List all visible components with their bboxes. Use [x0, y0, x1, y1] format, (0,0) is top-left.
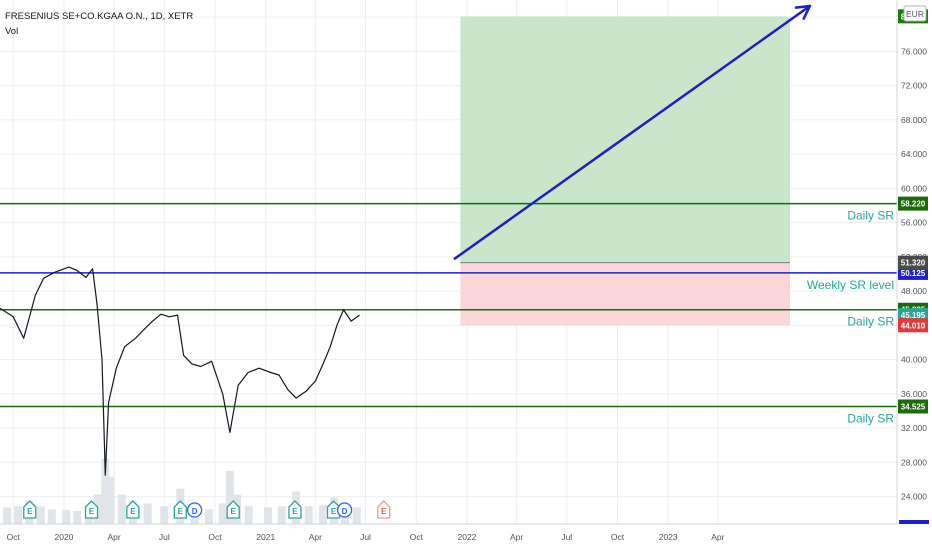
price-tag — [898, 318, 928, 333]
upcoming-earnings-marker[interactable] — [377, 500, 391, 519]
time-tick-label: Apr — [108, 532, 121, 542]
earnings-marker[interactable] — [126, 500, 140, 519]
price-tag-label: 58.220 — [901, 200, 926, 209]
earnings-marker[interactable] — [288, 500, 302, 519]
price-tag — [898, 255, 928, 270]
volume-bar — [14, 506, 23, 524]
price-tick-label: 68.000 — [901, 115, 927, 125]
time-tick-label: Oct — [7, 532, 21, 542]
price-tick-label: 36.000 — [901, 389, 927, 399]
event-marker-label: E — [381, 507, 387, 516]
currency-label: EUR — [906, 9, 924, 19]
time-tick-label: Jul — [159, 532, 170, 542]
price-tick-label: 32.000 — [901, 423, 927, 433]
event-marker-label: E — [178, 507, 184, 516]
dividend-marker[interactable] — [336, 502, 353, 518]
price-tick-label: 40.000 — [901, 355, 927, 365]
price-tag-label: 44.010 — [901, 321, 926, 330]
price-tick-label: 48.000 — [901, 286, 927, 296]
event-marker-label: E — [27, 507, 33, 516]
volume-bar — [218, 503, 227, 524]
time-tick-label: Jul — [561, 532, 572, 542]
price-tick-label: 28.000 — [901, 457, 927, 467]
position-zones — [460, 16, 791, 326]
earnings-marker[interactable] — [226, 500, 240, 519]
time-tick-label: Apr — [309, 532, 322, 542]
price-line — [0, 266, 360, 476]
dividend-marker[interactable] — [186, 502, 203, 518]
time-tick-label: 2022 — [458, 532, 477, 542]
volume-bar — [101, 459, 110, 524]
price-tick-label: 56.000 — [901, 218, 927, 228]
event-marker-label: E — [89, 507, 95, 516]
stop-loss-zone[interactable] — [460, 262, 791, 326]
time-tick-label: Oct — [208, 532, 222, 542]
event-marker-label: E — [231, 507, 237, 516]
event-marker-label: D — [342, 507, 348, 516]
event-marker-label: E — [331, 507, 337, 516]
price-tick-label: 76.000 — [901, 46, 927, 56]
time-tick-label: 2020 — [54, 532, 73, 542]
symbol-title[interactable]: FRESENIUS SE+CO.KGAA O.N., 1D, XETR — [5, 11, 193, 22]
price-tags: 58.22050.12545.82534.52580.09051.32045.1… — [898, 9, 928, 414]
zone-label: Weekly SR level — [807, 278, 894, 292]
sr-level-lines — [0, 202, 897, 408]
event-marker-label: D — [192, 507, 198, 516]
price-tick-label: 72.000 — [901, 81, 927, 91]
arrow-shaft[interactable] — [453, 4, 812, 260]
earnings-marker[interactable] — [173, 500, 187, 519]
zone-label: Daily SR — [847, 315, 894, 329]
price-tick-label: 64.000 — [901, 149, 927, 159]
volume-bar — [160, 506, 169, 524]
time-tick-label: Oct — [611, 532, 625, 542]
price-tag — [898, 399, 928, 414]
price-tag-label: 45.195 — [901, 311, 926, 320]
volume-bar — [73, 511, 82, 524]
event-marker-label: E — [292, 507, 298, 516]
zone-label: Daily SR — [847, 209, 894, 223]
volume-bar — [277, 506, 286, 524]
volume-bar — [352, 507, 361, 524]
time-tick-label: 2021 — [256, 532, 275, 542]
time-tick-label: Apr — [510, 532, 523, 542]
volume-bar — [117, 494, 126, 524]
volume-bar — [244, 506, 253, 524]
volume-bar — [204, 509, 213, 524]
time-tick-label: Jul — [360, 532, 371, 542]
volume-bar — [225, 470, 234, 524]
profit-target-zone[interactable] — [460, 16, 791, 263]
price-series — [0, 266, 360, 476]
volume-bar — [304, 506, 313, 524]
price-tick-label: 60.000 — [901, 183, 927, 193]
time-tick-label: 2023 — [659, 532, 678, 542]
earnings-marker[interactable] — [84, 500, 99, 519]
price-tag-label: 51.320 — [901, 259, 926, 268]
time-tick-label: Oct — [410, 532, 424, 542]
axis-corner-marker — [899, 520, 929, 524]
currency-badge[interactable] — [903, 5, 927, 22]
trend-arrow[interactable] — [453, 4, 812, 260]
zone-labels: Daily SR Weekly SR level Daily SR Daily SR — [807, 209, 894, 426]
earnings-marker[interactable] — [23, 500, 37, 519]
volume-bar — [62, 509, 71, 524]
volume-bar — [106, 476, 115, 524]
price-tag-label: 34.525 — [901, 402, 926, 411]
price-tick-label: 24.000 — [901, 492, 927, 502]
time-axis[interactable]: Oct 2020 Apr Jul Oct 2021 Apr Jul Oct 2022 Apr Jul O… — [7, 532, 725, 542]
volume-bar — [263, 507, 272, 524]
volume-indicator-label[interactable]: Vol — [5, 26, 18, 37]
event-marker-label: E — [130, 507, 136, 516]
volume-bar — [47, 509, 56, 524]
volume-bar — [36, 506, 45, 524]
volume-bar — [143, 503, 152, 524]
price-tag-label: 50.125 — [901, 269, 926, 278]
volume-bar — [3, 507, 12, 524]
arrow-head[interactable] — [794, 4, 812, 20]
price-tag — [898, 196, 928, 211]
time-tick-label: Apr — [711, 532, 724, 542]
volume-bar — [319, 505, 328, 524]
zone-label: Daily SR — [847, 411, 894, 425]
